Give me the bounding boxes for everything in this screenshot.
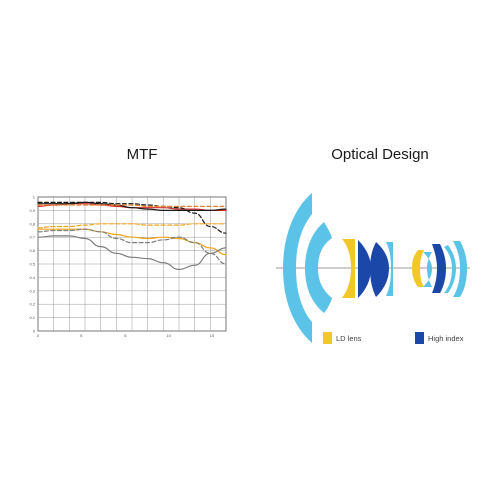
y-tick-label: 0.7 [29,235,35,240]
x-tick-label: 5 [80,333,83,338]
legend-high-index: High index [415,332,463,344]
mtf-series-line-3 [37,201,227,234]
mtf-title: MTF [126,146,158,163]
x-tick-label: 15 [210,333,215,338]
y-tick-label: 0 [33,329,36,334]
lens-high-index-1 [358,240,371,298]
mtf-series-line-5 [37,228,227,256]
lens-high-index-3 [432,244,446,293]
mtf-series-line-6 [37,223,227,229]
lens-high-index-2 [370,242,389,297]
lens-front-meniscus [283,193,312,343]
y-tick-label: 0.1 [29,315,35,320]
y-tick-label: 0.5 [29,262,35,267]
x-tick-labels: 0 5 5 10 15 [37,333,215,338]
mtf-series-line-4 [37,204,227,208]
y-tick-label: 0.3 [29,288,35,293]
mtf-series-line-2 [37,201,227,212]
ld-lens-swatch [323,332,332,344]
legend-ld-lens-label: LD lens [336,333,362,343]
mtf-series [37,201,227,271]
legend-ld-lens: LD lens [323,332,361,344]
x-tick-label: 5 [124,333,127,338]
x-tick-label: 10 [166,333,171,338]
y-tick-labels: 0 0.1 0.2 0.3 0.4 0.5 0.6 0.7 0.8 0.9 1 [29,195,35,334]
y-tick-label: 0.9 [29,208,35,213]
lens-second-meniscus [305,222,332,313]
y-tick-label: 0.8 [29,221,35,226]
lens-blue-5 [444,245,456,293]
legend-high-index-label: High index [428,333,464,343]
x-tick-label: 0 [37,333,40,338]
lens-blue-3 [386,242,393,296]
lens-ld-2 [412,250,424,287]
lens-ld-1 [342,239,355,298]
y-tick-label: 1 [33,195,36,200]
optical-design-title: Optical Design [331,146,429,163]
y-tick-label: 0.4 [29,275,35,280]
high-index-swatch [415,332,424,344]
mtf-series-line-8 [37,235,227,271]
y-tick-label: 0.2 [29,302,35,307]
y-tick-label: 0.6 [29,248,35,253]
lens-blue-4 [423,252,432,287]
lens-blue-6 [453,241,467,297]
